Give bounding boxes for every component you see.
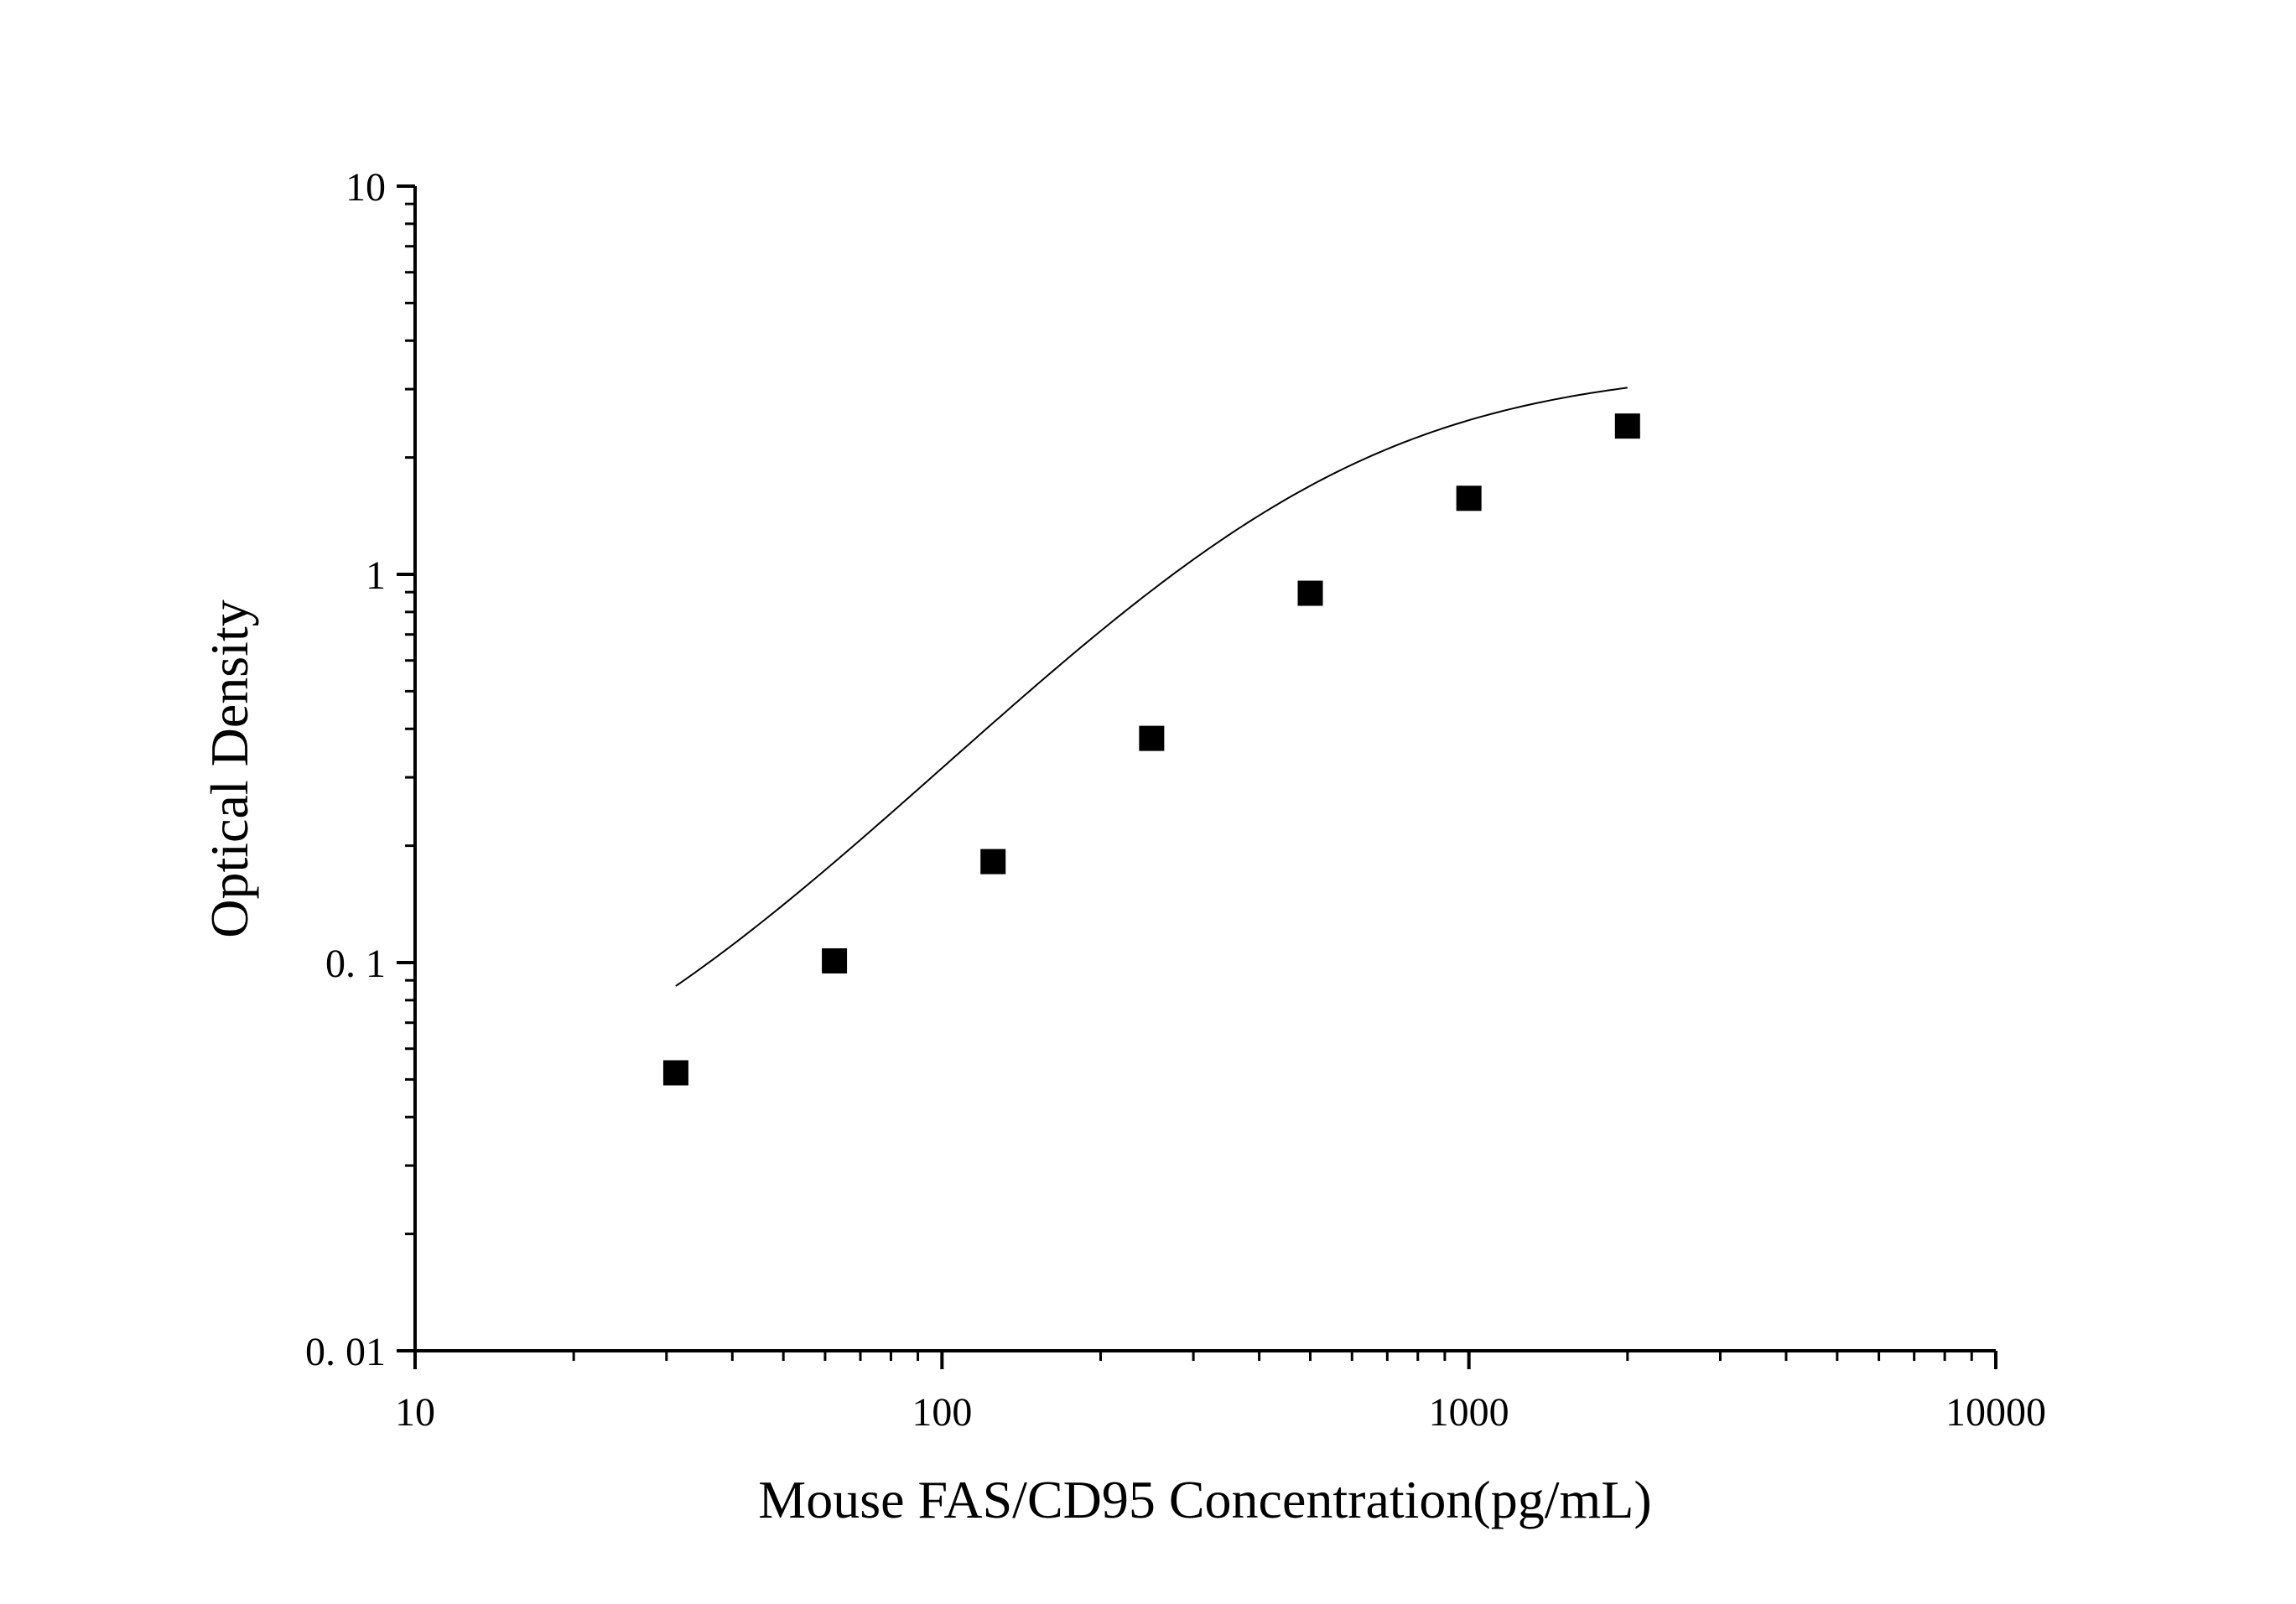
data-point <box>1456 485 1482 511</box>
data-point <box>1614 413 1640 439</box>
x-tick-label: 100 <box>912 1390 972 1435</box>
x-tick-labels: 10 100 1000 10000 <box>395 1390 2046 1435</box>
data-point <box>662 1060 688 1086</box>
y-tick-label: 1 <box>366 553 386 598</box>
data-point <box>980 849 1006 875</box>
x-tick-label: 1000 <box>1429 1390 1509 1435</box>
x-tick-label: 10000 <box>1945 1390 2046 1435</box>
y-axis-title: Optical Density <box>200 600 259 937</box>
major-ticks <box>397 184 1997 1369</box>
data-point <box>822 947 848 973</box>
data-points <box>662 413 1640 1086</box>
fit-curve <box>675 387 1628 987</box>
y-tick-labels: 0. 01 0. 1 1 10 <box>305 165 386 1374</box>
y-tick-label: 0. 1 <box>325 942 386 986</box>
data-point <box>1139 725 1165 751</box>
y-tick-label: 10 <box>345 165 386 210</box>
x-axis-title: Mouse FAS/CD95 Concentration(pg/mL) <box>758 1470 1651 1529</box>
data-point <box>1297 580 1323 606</box>
x-tick-label: 10 <box>395 1390 435 1435</box>
y-tick-label: 0. 01 <box>305 1330 386 1374</box>
